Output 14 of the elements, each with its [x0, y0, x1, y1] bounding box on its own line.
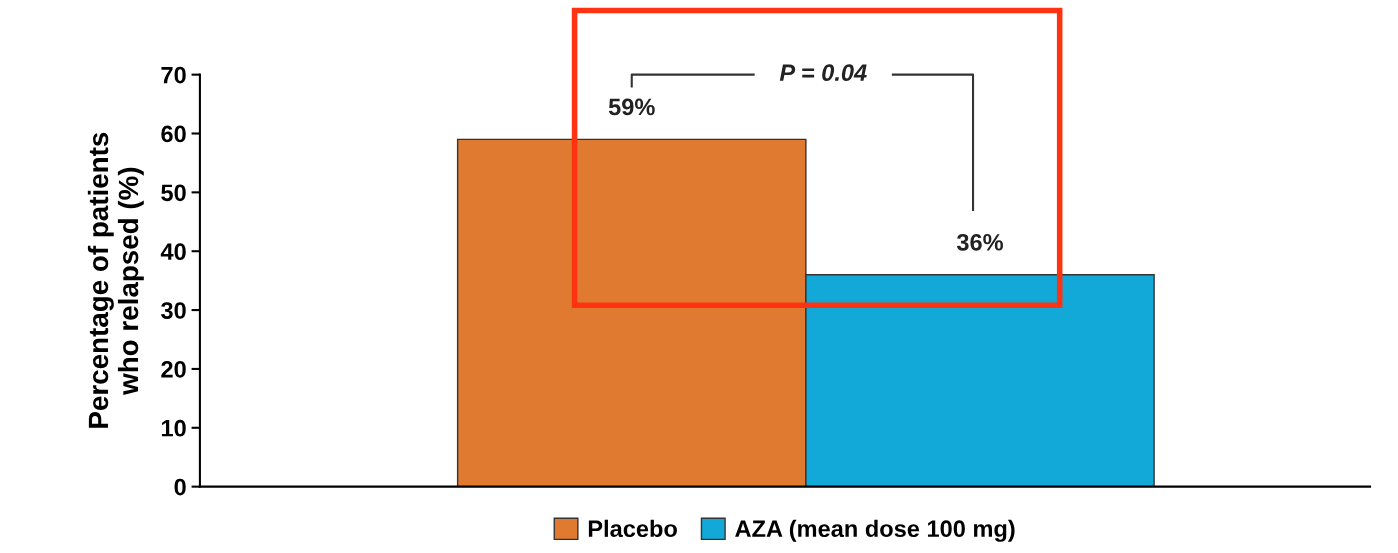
data-label: 59%: [608, 98, 655, 116]
y-axis-title: Percentage of patients who relapsed (%): [87, 132, 144, 428]
y-tick-label: 30: [161, 302, 186, 319]
y-tick-label: 20: [161, 361, 186, 378]
y-tick-label: 10: [161, 419, 186, 437]
data-label: 36%: [956, 233, 1003, 251]
y-tick-label: 60: [161, 125, 186, 143]
annotation: P = 0.04: [779, 64, 867, 81]
y-tick-label: 40: [160, 243, 186, 261]
legend-label: AZA (mean dose 100 mg): [735, 519, 1015, 542]
y-tick-label: 0: [174, 478, 186, 496]
legend-label: Placebo: [588, 519, 677, 538]
y-tick-label: 50: [161, 184, 186, 202]
y-tick-label: 70: [161, 66, 186, 84]
